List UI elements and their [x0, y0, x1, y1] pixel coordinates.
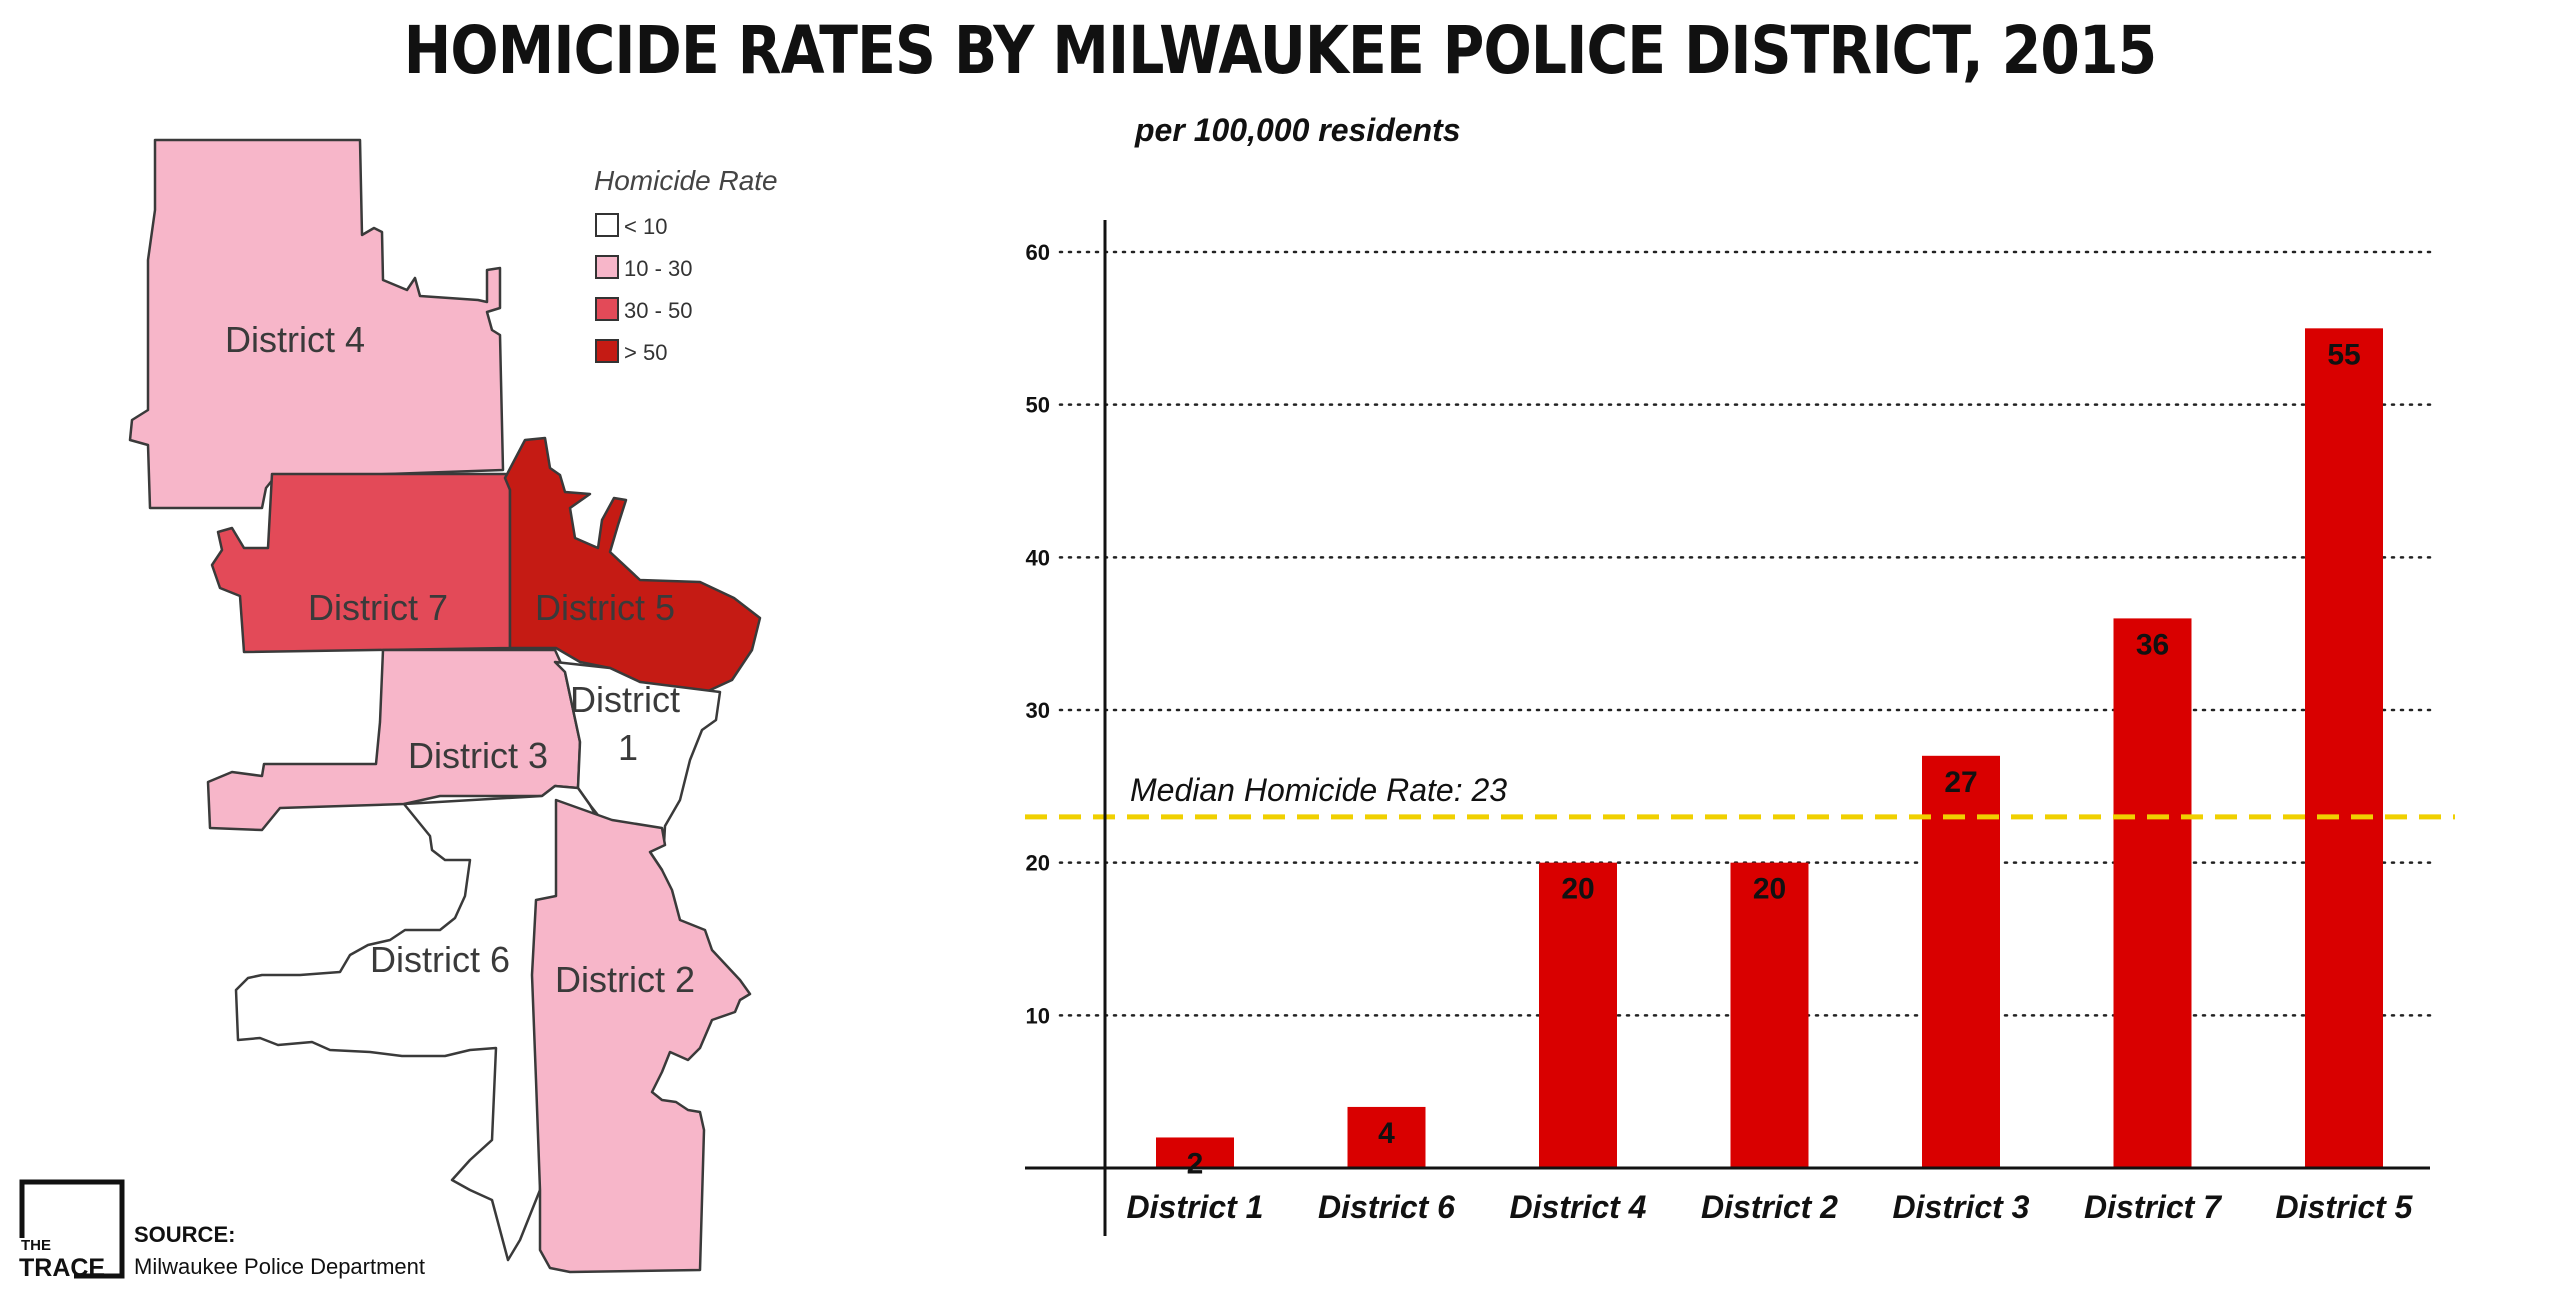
- y-tick-label: 20: [1026, 851, 1050, 876]
- bar-data-label: 20: [1561, 873, 1594, 906]
- district-1-number-label: 1: [618, 727, 638, 768]
- legend-swatch-30-50: [595, 297, 619, 321]
- logo-text-top: THE: [21, 1237, 51, 1254]
- district-5-label: District 5: [535, 587, 675, 628]
- bar-data-label: 4: [1378, 1117, 1395, 1150]
- bar: [1156, 1137, 1234, 1168]
- legend-label-30-50: 30 - 50: [624, 298, 693, 323]
- bar: [1922, 755, 2000, 1168]
- source-value: Milwaukee Police Department: [134, 1254, 426, 1279]
- map-legend: < 10 10 - 30 30 - 50 > 50: [595, 213, 693, 365]
- source-label: SOURCE:: [134, 1222, 236, 1247]
- y-tick-label: 40: [1026, 545, 1050, 570]
- bar-data-label: 20: [1753, 873, 1786, 906]
- x-tick-label: District 7: [2084, 1189, 2223, 1225]
- legend-label-over-50: > 50: [624, 340, 667, 365]
- x-tick-label: District 1: [1127, 1189, 1264, 1225]
- bar-data-label: 2: [1187, 1147, 1204, 1180]
- district-map: District 4 District 7 District 5 Distric…: [128, 138, 778, 1274]
- chart-bars: 2 4 20 20 27 36 55: [1156, 328, 2383, 1180]
- logo-text-bottom: TRACE: [19, 1254, 105, 1280]
- y-tick-label: 30: [1026, 698, 1050, 723]
- bar-data-label: 36: [2136, 628, 2169, 661]
- y-tick-label: 10: [1026, 1003, 1050, 1028]
- district-4-area: [128, 138, 505, 510]
- y-tick-label: 50: [1026, 393, 1050, 418]
- median-label: Median Homicide Rate: 23: [1130, 772, 1507, 808]
- bar-data-label: 55: [2327, 338, 2360, 371]
- map-legend-title: Homicide Rate: [594, 165, 778, 196]
- x-axis-labels: District 1 District 6 District 4 District 2…: [1127, 1189, 2414, 1225]
- x-tick-label: District 4: [1510, 1189, 1647, 1225]
- y-tick-label: 60: [1026, 240, 1050, 265]
- legend-swatch-10-30: [595, 255, 619, 279]
- x-tick-label: District 3: [1893, 1189, 2030, 1225]
- the-trace-logo: THE TRACE: [19, 1179, 125, 1280]
- median-line-group: Median Homicide Rate: 23: [1025, 772, 2455, 820]
- bar-data-label: 27: [1944, 766, 1977, 799]
- district-6-label: District 6: [370, 939, 510, 980]
- district-1-label: District: [570, 679, 680, 720]
- district-2-label: District 2: [555, 959, 695, 1000]
- y-axis-ticks: 10 20 30 40 50 60: [1026, 240, 1050, 1028]
- bar: [1347, 1106, 1426, 1168]
- district-4-label: District 4: [225, 319, 365, 360]
- bar: [2113, 618, 2192, 1168]
- x-tick-label: District 5: [2276, 1189, 2414, 1225]
- legend-swatch-under-10: [595, 213, 619, 237]
- district-7-label: District 7: [308, 587, 448, 628]
- bar: [2305, 328, 2383, 1168]
- legend-label-10-30: 10 - 30: [624, 256, 693, 281]
- page-title: HOMICIDE RATES BY MILWAUKEE POLICE DISTR…: [403, 12, 2157, 89]
- district-3-label: District 3: [408, 735, 548, 776]
- legend-label-under-10: < 10: [624, 214, 667, 239]
- x-tick-label: District 6: [1318, 1189, 1455, 1225]
- bar: [1539, 862, 1617, 1168]
- bar: [1730, 862, 1809, 1168]
- chart-subtitle: per 100,000 residents: [1135, 112, 1461, 148]
- x-tick-label: District 2: [1701, 1189, 1838, 1225]
- legend-swatch-over-50: [595, 339, 619, 363]
- district-2-area: [530, 798, 752, 1274]
